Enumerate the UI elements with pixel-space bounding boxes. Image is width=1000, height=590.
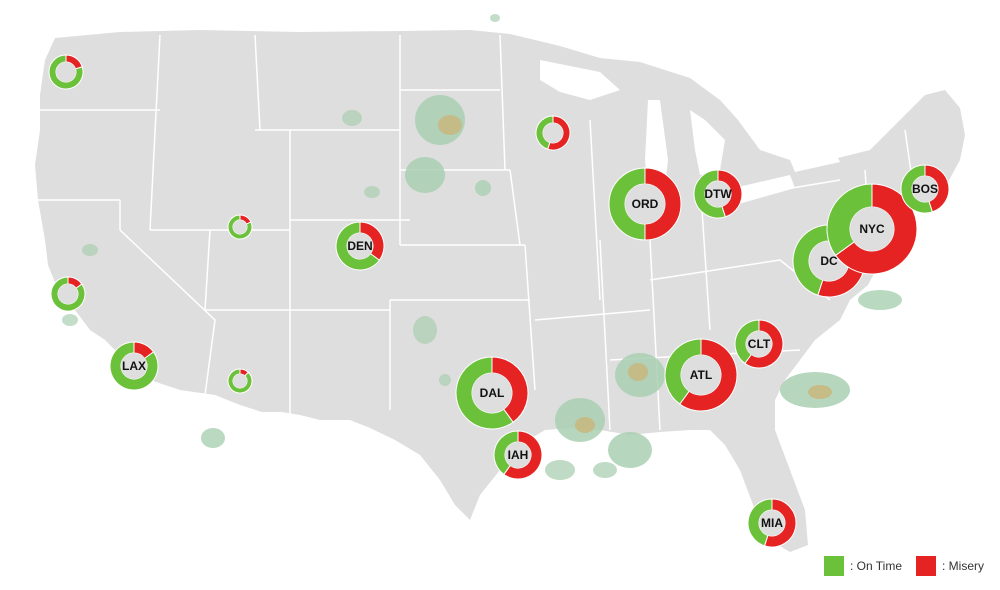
on-time-swatch (823, 556, 844, 576)
donut-hole (850, 207, 894, 251)
misery-swatch (916, 556, 936, 576)
airport-clt[interactable]: CLT (734, 319, 784, 369)
donut-hole (58, 284, 78, 304)
airport-den[interactable]: DEN (335, 221, 385, 271)
airport-dal[interactable]: DAL (455, 356, 529, 430)
donut-hole (681, 355, 721, 395)
airport-label-ord: ORD (632, 197, 659, 211)
airport-bos[interactable]: BOS (900, 164, 950, 214)
airport-lax[interactable]: LAX (109, 341, 159, 391)
airport-salt-lake[interactable] (227, 214, 253, 240)
donut-hole (543, 123, 563, 143)
donut-hole (472, 373, 512, 413)
legend-item-on-time: : On Time (823, 556, 902, 576)
airport-atl[interactable]: ATL (664, 338, 738, 412)
legend-label-misery: : Misery (942, 559, 984, 573)
airport-label-iah: IAH (508, 448, 529, 462)
donut-hole (625, 184, 665, 224)
legend: : On Time : Misery (823, 556, 984, 576)
airport-san-francisco[interactable] (50, 276, 86, 312)
donut-hole (347, 233, 373, 259)
airport-seattle[interactable] (48, 54, 84, 90)
airport-iah[interactable]: IAH (493, 430, 543, 480)
airport-label-nyc: NYC (859, 222, 885, 236)
airport-label-bos: BOS (912, 182, 938, 196)
weather-radar (62, 14, 902, 480)
donut-hole (56, 62, 76, 82)
airport-label-dtw: DTW (704, 187, 732, 201)
on-time-slice (50, 276, 86, 312)
airport-label-clt: CLT (748, 337, 771, 351)
legend-item-misery: : Misery (916, 556, 984, 576)
airport-label-dal: DAL (480, 386, 505, 400)
airport-label-mia: MIA (761, 516, 783, 530)
misery-slice (65, 54, 83, 70)
airport-label-den: DEN (347, 239, 372, 253)
airport-dtw[interactable]: DTW (693, 169, 743, 219)
donut-hole (121, 353, 147, 379)
donut-hole (705, 181, 731, 207)
airport-nyc[interactable]: NYC (826, 183, 918, 275)
airport-minneapolis[interactable] (535, 115, 571, 151)
airport-label-dc: DC (820, 254, 838, 268)
legend-label-on-time: : On Time (849, 559, 902, 573)
airport-ord[interactable]: ORD (608, 167, 682, 241)
airport-label-lax: LAX (122, 359, 146, 373)
airport-markers: LAX DEN DAL IAH ORD DTW ATL CLT MIA DC NYC BOS (48, 54, 950, 548)
misery-slice (717, 169, 743, 218)
donut-hole (746, 331, 772, 357)
donut-hole (912, 176, 938, 202)
airport-phoenix[interactable] (227, 368, 253, 394)
misery-slice (924, 164, 950, 213)
donut-hole (759, 510, 785, 536)
airport-mia[interactable]: MIA (747, 498, 797, 548)
donut-hole (505, 442, 531, 468)
donut-hole (233, 374, 247, 388)
us-landmass (35, 30, 965, 552)
airport-label-atl: ATL (690, 368, 712, 382)
donut-hole (233, 220, 247, 234)
